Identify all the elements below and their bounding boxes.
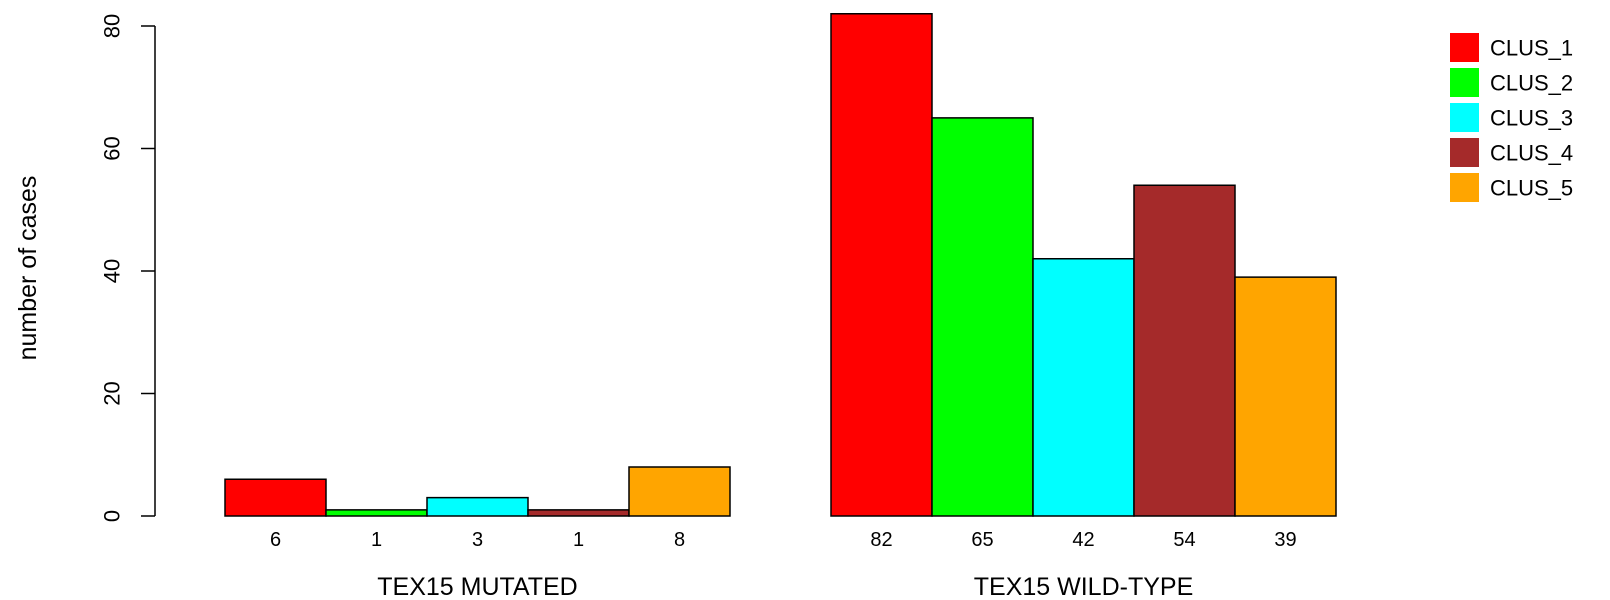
legend-item: CLUS_5 xyxy=(1450,173,1573,202)
legend-swatch xyxy=(1450,68,1479,97)
y-tick-label: 20 xyxy=(100,381,125,405)
group-label: TEX15 WILD-TYPE xyxy=(974,573,1194,600)
y-axis: 0 20 40 60 80 xyxy=(100,14,156,522)
group-label: TEX15 MUTATED xyxy=(377,573,578,600)
bar-value-label: 39 xyxy=(1274,529,1296,551)
bar-value-label: 1 xyxy=(371,529,382,551)
y-tick-label: 40 xyxy=(100,259,125,283)
bar-clus-2 xyxy=(325,509,428,517)
group-labels: TEX15 MUTATED TEX15 WILD-TYPE xyxy=(377,573,1193,600)
bars xyxy=(224,13,1337,517)
bar-clus-3 xyxy=(426,496,529,517)
y-tick-label: 0 xyxy=(100,510,125,522)
bar-value-label: 8 xyxy=(674,529,685,551)
legend-item: CLUS_4 xyxy=(1450,138,1573,167)
legend: CLUS_1 CLUS_2 CLUS_3 CLUS_4 CLUS_5 xyxy=(1450,33,1573,202)
bar-value-label: 42 xyxy=(1072,529,1094,551)
bar-clus-2 xyxy=(931,117,1034,517)
legend-swatch xyxy=(1450,138,1479,167)
legend-label: CLUS_2 xyxy=(1490,71,1573,96)
bar-clus-1 xyxy=(224,478,327,517)
legend-item: CLUS_3 xyxy=(1450,103,1573,132)
y-axis-title: number of cases xyxy=(14,176,42,361)
bar-value-label: 54 xyxy=(1173,529,1195,551)
legend-label: CLUS_4 xyxy=(1490,141,1573,166)
bar-value-label: 1 xyxy=(573,529,584,551)
legend-item: CLUS_2 xyxy=(1450,68,1573,97)
legend-label: CLUS_5 xyxy=(1490,176,1573,201)
bar-value-label: 82 xyxy=(870,529,892,551)
legend-label: CLUS_1 xyxy=(1490,36,1573,61)
y-tick-label: 60 xyxy=(100,136,125,160)
bar-value-label: 65 xyxy=(971,529,993,551)
bar-clus-4 xyxy=(527,509,630,517)
bar-clus-4 xyxy=(1133,184,1236,517)
legend-label: CLUS_3 xyxy=(1490,106,1573,131)
bar-value-label: 6 xyxy=(270,529,281,551)
bar-clus-3 xyxy=(1032,258,1135,517)
legend-swatch xyxy=(1450,173,1479,202)
bar-clus-5 xyxy=(628,466,731,517)
legend-swatch xyxy=(1450,33,1479,62)
bar-clus-1 xyxy=(830,13,933,517)
y-tick-label: 80 xyxy=(100,14,125,38)
bar-value-label: 3 xyxy=(472,529,483,551)
legend-item: CLUS_1 xyxy=(1450,33,1573,62)
legend-swatch xyxy=(1450,103,1479,132)
bar-clus-5 xyxy=(1234,276,1337,517)
value-labels: 6 1 3 1 8 82 65 42 54 39 xyxy=(270,529,1297,551)
